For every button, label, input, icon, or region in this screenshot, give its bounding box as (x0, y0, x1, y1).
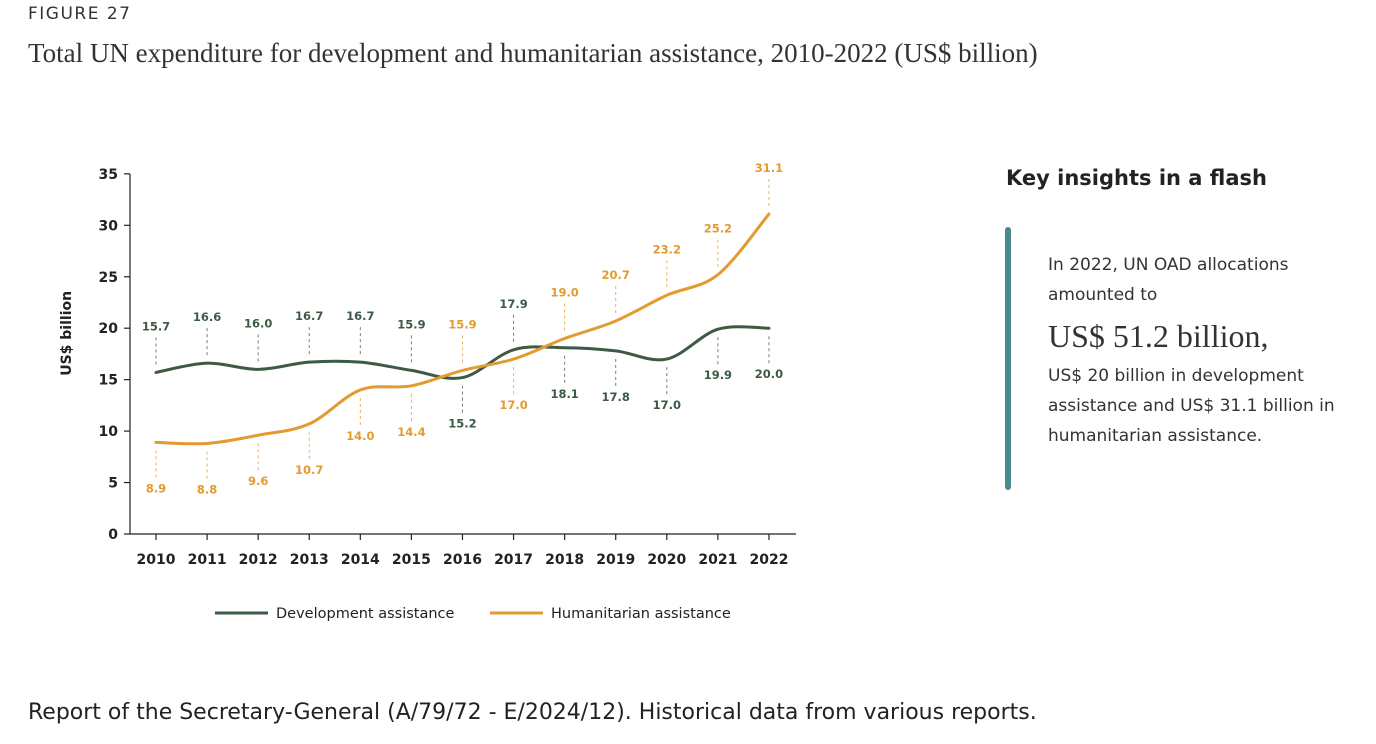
insights-accent-bar (1005, 227, 1011, 490)
data-label: 20.0 (755, 367, 783, 381)
x-axis: 2010 2011 2012 2013 2014 2015 2016 2017 2018 2019… (130, 533, 796, 568)
data-label: 23.2 (653, 242, 681, 256)
insights-body: In 2022, UN OAD allocations amounted to … (1048, 250, 1348, 451)
data-label: 14.0 (346, 429, 374, 443)
data-label: 15.7 (142, 319, 170, 333)
data-label: 15.2 (448, 417, 476, 431)
insight-lead-text: In 2022, UN OAD allocations amounted to (1048, 255, 1289, 305)
series-line-humanitarian (154, 212, 771, 446)
legend-label-humanitarian: Humanitarian assistance (551, 606, 731, 622)
insights-title: Key insights in a flash (1006, 166, 1267, 190)
data-label: 16.7 (295, 309, 323, 323)
data-label: 9.6 (248, 474, 268, 488)
x-tick-label: 2012 (239, 552, 278, 568)
x-tick-label: 2016 (443, 552, 482, 568)
x-tick-label: 2017 (494, 552, 533, 568)
data-label: 25.2 (704, 222, 732, 236)
figure-title: Total UN expenditure for development and… (28, 38, 1038, 68)
figure-label: FIGURE 27 (28, 4, 132, 24)
chart-legend: Development assistance Humanitarian assis… (215, 606, 731, 622)
y-tick-label: 10 (99, 424, 119, 440)
data-label: 17.0 (499, 398, 527, 412)
x-tick-label: 2019 (596, 552, 635, 568)
label-guides (155, 177, 770, 480)
insight-amount: US$ 51.2 billion, (1048, 318, 1269, 354)
y-tick-label: 25 (99, 270, 118, 286)
x-tick-label: 2022 (749, 552, 788, 568)
data-label: 17.8 (602, 390, 630, 404)
data-labels: 15.7 16.6 16.0 16.7 16.7 15.9 15.2 17.9 18.1 17.8… (142, 161, 783, 496)
y-tick-label: 15 (99, 373, 118, 389)
data-label: 16.7 (346, 309, 374, 323)
series-lines (154, 212, 771, 446)
x-tick-label: 2015 (392, 552, 431, 568)
y-tick-label: 35 (99, 167, 118, 183)
y-axis-title: US$ billion (59, 291, 75, 376)
y-tick-label: 5 (108, 476, 118, 492)
x-tick-label: 2011 (188, 552, 227, 568)
data-label: 20.7 (602, 268, 630, 282)
data-label: 8.8 (197, 482, 217, 496)
x-tick-label: 2014 (341, 552, 380, 568)
data-label: 18.1 (550, 387, 578, 401)
y-axis: 0 5 10 15 20 25 30 35 US$ billion (59, 167, 131, 543)
x-tick-label: 2020 (647, 552, 686, 568)
data-label: 17.9 (499, 297, 527, 311)
data-label: 8.9 (146, 481, 166, 495)
series-line-development (154, 325, 771, 380)
x-tick-label: 2021 (698, 552, 737, 568)
x-tick-label: 2018 (545, 552, 584, 568)
source-note: Report of the Secretary-General (A/79/72… (28, 700, 1037, 725)
data-label: 17.0 (653, 398, 681, 412)
data-label: 15.9 (397, 317, 425, 331)
data-label: 15.9 (448, 317, 476, 331)
y-tick-label: 20 (99, 321, 119, 337)
x-tick-label: 2010 (137, 552, 176, 568)
data-label: 16.0 (244, 316, 272, 330)
data-label: 31.1 (755, 161, 783, 175)
legend-label-development: Development assistance (276, 606, 455, 622)
data-label: 16.6 (193, 310, 221, 324)
data-label: 19.9 (704, 368, 732, 382)
data-label: 19.0 (550, 285, 578, 299)
insight-tail-text: US$ 20 billion in development assistance… (1048, 366, 1335, 446)
data-label: 10.7 (295, 463, 323, 477)
y-tick-label: 30 (99, 218, 119, 234)
y-tick-label: 0 (108, 527, 118, 543)
x-tick-label: 2013 (290, 552, 329, 568)
data-label: 14.4 (397, 425, 425, 439)
